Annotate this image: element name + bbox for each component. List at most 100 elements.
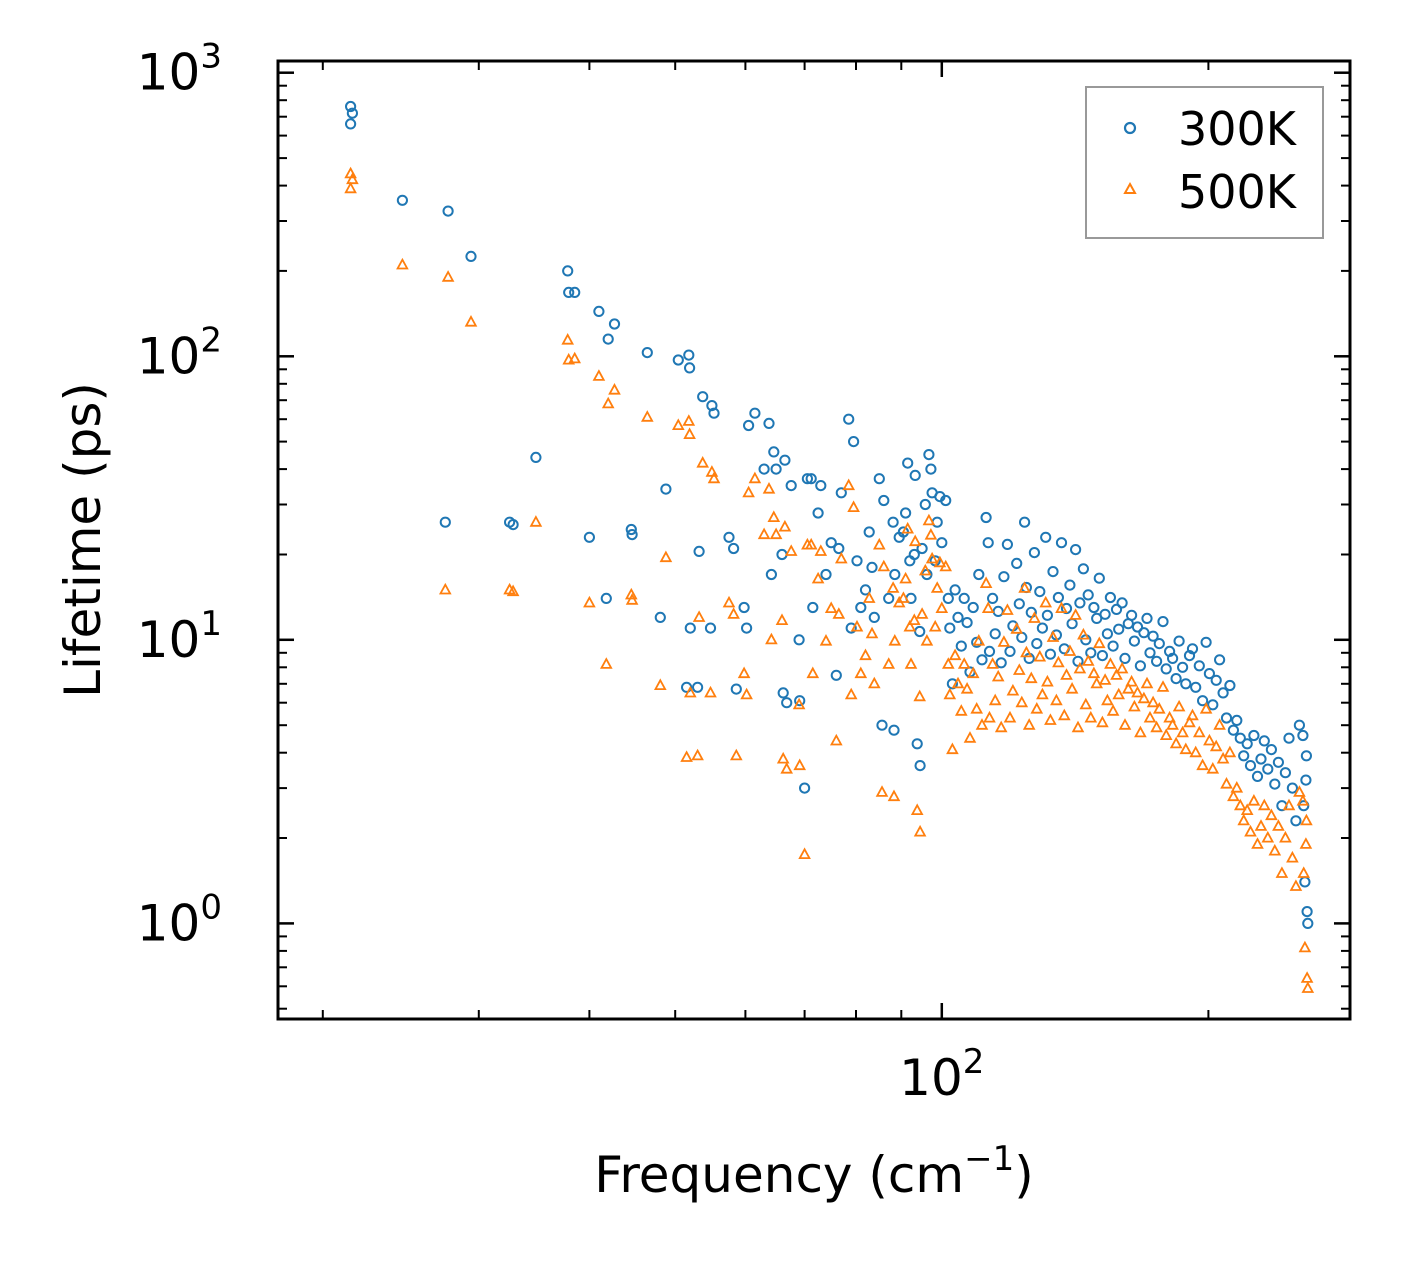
point-300k-158 (1096, 650, 1109, 662)
point-300k-10 (562, 265, 574, 277)
point-300k-72 (868, 611, 880, 624)
point-500k-109 (960, 682, 974, 694)
point-300k-5 (465, 250, 477, 262)
point-300k-86 (908, 548, 920, 561)
point-300k-160 (1101, 628, 1114, 640)
point-300k-173 (1141, 612, 1153, 625)
point-300k-91 (916, 542, 928, 555)
x-axis-label: Frequency (cm−1) (594, 1139, 1034, 1204)
point-300k-82 (900, 507, 912, 519)
y-tick-label-0: 100 (137, 887, 222, 952)
point-500k-42 (762, 482, 776, 494)
point-500k-63 (832, 607, 846, 619)
point-500k-33 (704, 685, 717, 698)
point-300k-87 (909, 469, 921, 481)
point-500k-20 (640, 410, 654, 422)
point-300k-16 (608, 318, 621, 330)
point-500k-147 (1065, 682, 1079, 694)
point-300k-193 (1207, 699, 1219, 711)
point-500k-69 (859, 648, 872, 661)
point-500k-205 (1247, 794, 1261, 806)
point-500k-24 (682, 414, 696, 426)
point-300k-122 (998, 571, 1010, 583)
point-500k-153 (1081, 654, 1095, 666)
point-500k-74 (877, 559, 891, 572)
point-500k-125 (1006, 683, 1020, 696)
point-500k-47 (778, 519, 792, 532)
point-500k-77 (886, 581, 900, 593)
point-500k-188 (1189, 745, 1203, 758)
point-500k-104 (946, 742, 959, 755)
point-500k-51 (792, 697, 806, 710)
point-500k-90 (913, 824, 927, 837)
point-500k-221 (1298, 940, 1312, 953)
point-500k-10 (561, 333, 575, 345)
point-500k-123 (1001, 603, 1014, 615)
point-500k-215 (1282, 798, 1296, 811)
point-300k-212 (1272, 756, 1285, 768)
point-300k-117 (983, 645, 996, 658)
point-500k-204 (1244, 824, 1257, 837)
point-500k-128 (1015, 695, 1029, 708)
point-300k-148 (1070, 544, 1082, 556)
point-500k-38 (740, 687, 753, 700)
point-500k-116 (981, 601, 995, 613)
point-300k-64 (843, 413, 855, 425)
point-500k-89 (913, 689, 927, 702)
point-500k-76 (882, 657, 896, 669)
point-500k-34 (722, 595, 736, 608)
point-500k-200 (1230, 781, 1244, 793)
point-500k-186 (1183, 715, 1196, 728)
point-500k-150 (1073, 661, 1087, 674)
point-300k-152 (1080, 634, 1092, 646)
point-500k-53 (798, 847, 811, 859)
point-500k-22 (659, 550, 673, 563)
point-300k-54 (801, 473, 814, 485)
point-300k-37 (738, 601, 750, 614)
point-500k-224 (1297, 866, 1311, 878)
point-300k-59 (820, 568, 832, 581)
point-300k-172 (1138, 627, 1150, 639)
point-500k-124 (1003, 710, 1017, 723)
point-500k-165 (1115, 661, 1129, 674)
point-500k-83 (901, 521, 915, 534)
point-500k-49 (780, 762, 794, 774)
point-300k-140 (1047, 566, 1059, 578)
point-300k-21 (654, 611, 666, 624)
point-500k-28 (696, 456, 710, 468)
point-300k-47 (779, 454, 791, 466)
point-300k-215 (1283, 732, 1295, 744)
point-500k-58 (814, 544, 828, 556)
y-tick-labels: 100 101 102 103 (137, 37, 222, 953)
point-300k-145 (1060, 602, 1073, 615)
point-300k-194 (1210, 674, 1222, 686)
point-300k-219 (1297, 729, 1309, 742)
point-300k-224 (1298, 800, 1310, 812)
point-500k-138 (1041, 674, 1054, 687)
point-500k-84 (903, 619, 917, 632)
point-300k-168 (1126, 609, 1138, 621)
point-500k-120 (991, 669, 1005, 682)
point-500k-131 (1022, 718, 1036, 730)
point-500k-162 (1106, 704, 1120, 716)
point-300k-18 (625, 523, 637, 536)
point-300k-209 (1262, 763, 1274, 775)
point-500k-196 (1216, 751, 1230, 764)
point-300k-30 (681, 681, 693, 693)
point-300k-171 (1134, 660, 1147, 672)
point-500k-105 (948, 648, 962, 661)
point-300k-52 (794, 695, 806, 707)
point-500k-169 (1128, 699, 1141, 712)
point-300k-6 (439, 516, 451, 528)
point-300k-133 (1028, 547, 1041, 559)
point-300k-134 (1031, 638, 1043, 650)
point-300k-28 (697, 391, 709, 403)
point-500k-216 (1286, 850, 1299, 863)
point-500k-17 (599, 657, 613, 669)
point-500k-189 (1192, 725, 1206, 738)
point-300k-127 (1013, 598, 1025, 610)
point-500k-81 (897, 591, 910, 603)
point-300k-67 (851, 555, 863, 567)
point-300k-220 (1300, 750, 1313, 762)
point-300k-205 (1248, 729, 1260, 742)
